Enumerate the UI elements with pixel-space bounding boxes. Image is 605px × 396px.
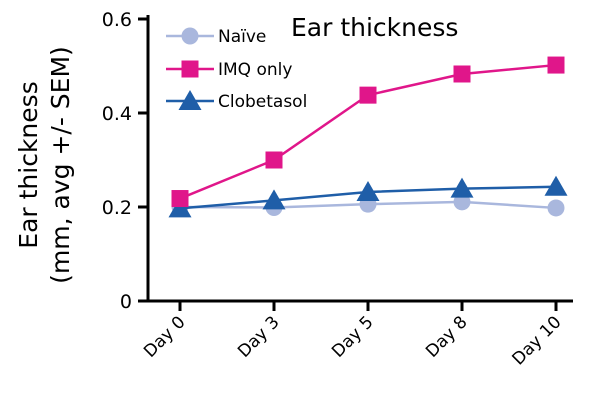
data-point — [262, 189, 286, 210]
x-tick-label: Day 0 — [140, 312, 189, 361]
data-point — [359, 86, 377, 104]
legend-label: Clobetasol — [218, 92, 307, 112]
legend: Naïve IMQ only Clobetasol — [166, 27, 307, 112]
series-line — [179, 63, 557, 200]
y-tick-label: 0.6 — [102, 9, 132, 31]
data-point — [453, 65, 471, 83]
y-tick-label: 0.2 — [102, 197, 132, 219]
data-point — [171, 190, 189, 208]
data-point — [547, 199, 565, 217]
x-tick-label: Day 5 — [328, 312, 377, 361]
x-tick-label: Day 8 — [422, 312, 471, 361]
legend-item: Clobetasol — [166, 90, 307, 112]
chart-title: Ear thickness — [291, 13, 458, 42]
legend-marker — [181, 60, 199, 78]
data-point — [450, 177, 474, 198]
data-point — [168, 197, 192, 218]
data-point — [547, 56, 565, 74]
legend-label: Naïve — [218, 27, 266, 47]
legend-item: Naïve — [166, 27, 266, 47]
y-axis-label-line-2: (mm, avg +/- SEM) — [46, 46, 75, 284]
series-clobetasol — [168, 175, 568, 218]
legend-label: IMQ only — [218, 60, 292, 80]
series-layer — [168, 56, 568, 218]
y-tick-label: 0 — [120, 291, 132, 313]
data-point — [544, 175, 568, 196]
data-point — [356, 180, 380, 201]
legend-marker — [181, 27, 199, 45]
y-tick-label: 0.4 — [102, 103, 132, 125]
x-tick-label: Day 10 — [509, 312, 566, 369]
axes: 0 0.2 0.4 0.6 Day 0 Day 3 Day 5 Day 8 Day 10 — [102, 9, 573, 369]
legend-item: IMQ only — [166, 60, 292, 80]
series-imq-only — [171, 56, 565, 208]
y-axis-label-line-1: Ear thickness — [14, 81, 43, 248]
x-tick-label: Day 3 — [234, 312, 283, 361]
y-axis-label: Ear thickness (mm, avg +/- SEM) — [14, 46, 75, 284]
data-point — [265, 151, 283, 169]
legend-marker — [178, 90, 202, 110]
